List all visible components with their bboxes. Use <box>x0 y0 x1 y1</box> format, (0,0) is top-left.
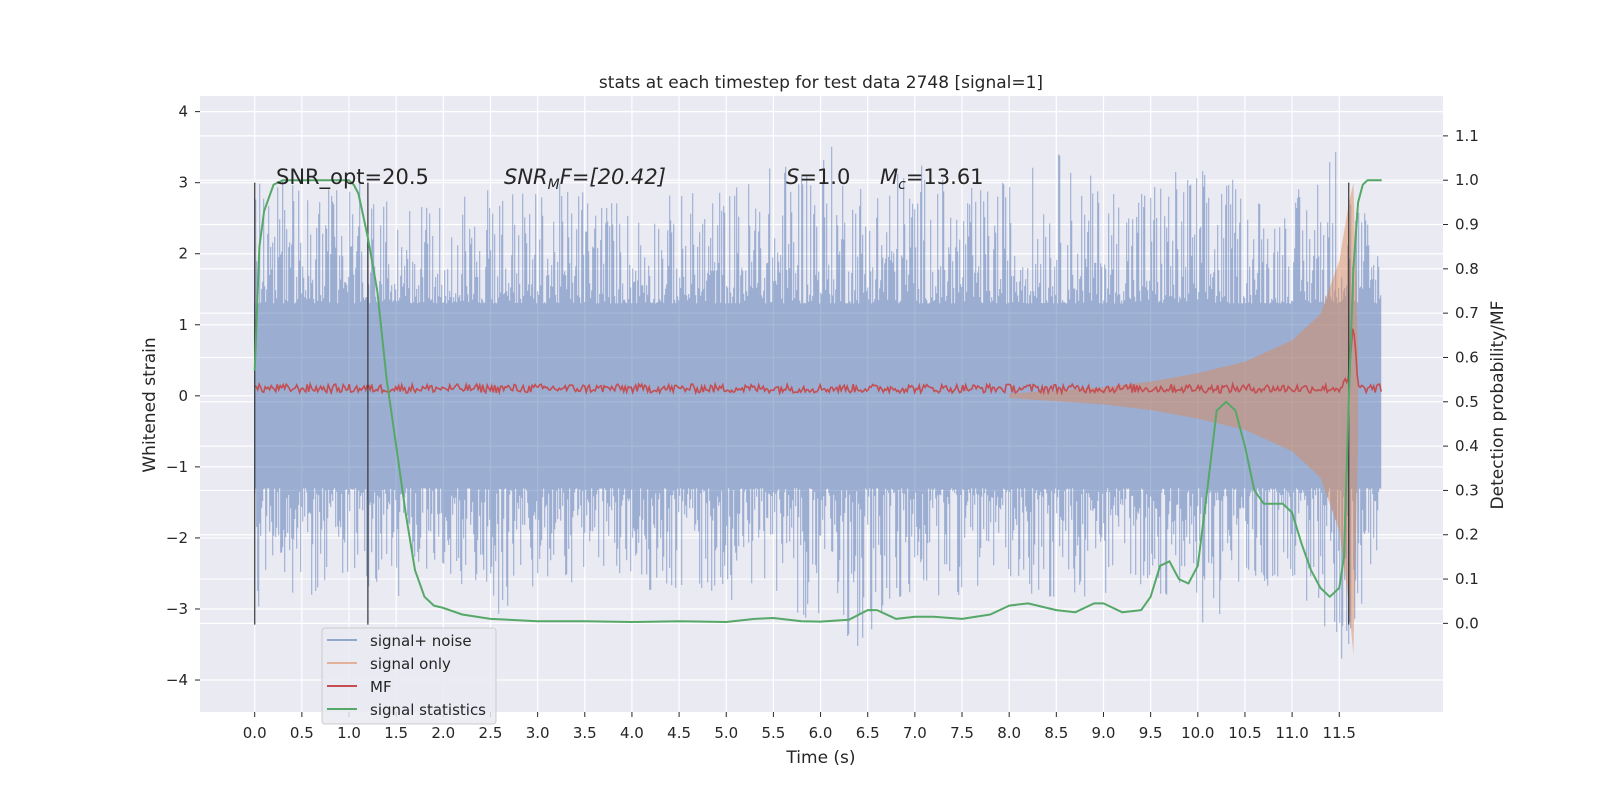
y-tick-label-left: 4 <box>178 103 188 121</box>
annotation-mc-rest: =13.61 <box>906 165 984 189</box>
x-tick-label: 5.5 <box>761 724 785 742</box>
legend-label-signal-statistics: signal statistics <box>370 701 486 719</box>
y-tick-label-right: 0.0 <box>1455 614 1479 632</box>
y-axis-label-right: Detection probability/MF <box>1488 301 1508 510</box>
annotation-s-rest: =1.0 <box>799 165 850 189</box>
x-tick-label: 11.5 <box>1323 724 1356 742</box>
y-tick-label-left: −4 <box>166 671 188 689</box>
annotation-mc-main: M <box>880 165 898 189</box>
annotation-s-main: S <box>786 165 799 189</box>
y-tick-label-right: 0.5 <box>1455 393 1479 411</box>
y-tick-label-left: 1 <box>178 316 188 334</box>
annotation-s: S=1.0 <box>786 165 850 189</box>
annotation-mc-sub: c <box>898 177 906 193</box>
axes: 0.0 0.5 1.0 1.5 2.0 2.5 3.0 3.5 4.0 4.5 5.0 5.5 6.0 6… <box>166 103 1479 742</box>
x-tick-label: 10.0 <box>1181 724 1214 742</box>
signal-only-envelope <box>1009 182 1359 656</box>
y-tick-label-left: 2 <box>178 245 188 263</box>
x-tick-label: 4.0 <box>620 724 644 742</box>
legend: signal+ noise signal only MF signal stat… <box>321 627 497 725</box>
x-tick-label: 9.5 <box>1139 724 1163 742</box>
x-tick-label: 3.5 <box>573 724 597 742</box>
x-tick-label: 10.5 <box>1228 724 1261 742</box>
annotation-snr-opt: SNR_opt=20.5 <box>276 165 429 190</box>
annotation-snr-mf-rest: F=[20.42] <box>560 165 666 189</box>
annotation-snr-mf-main: SNR <box>504 165 548 189</box>
x-tick-label: 4.5 <box>667 724 691 742</box>
y-tick-label-left: 0 <box>178 387 188 405</box>
x-tick-label: 1.0 <box>337 724 361 742</box>
y-tick-label-left: 3 <box>178 174 188 192</box>
y-axis-label-left: Whitened strain <box>140 337 160 472</box>
x-tick-label: 3.0 <box>526 724 550 742</box>
x-tick-label: 2.0 <box>431 724 455 742</box>
y-tick-label-right: 0.6 <box>1455 348 1479 366</box>
y-tick-label-left: −1 <box>166 458 188 476</box>
signal-statistics-line <box>253 179 1382 623</box>
x-tick-label: 11.0 <box>1275 724 1308 742</box>
mf-line <box>254 328 1382 397</box>
y-tick-label-right: 0.3 <box>1455 481 1479 499</box>
legend-box <box>321 627 497 725</box>
signal-only-series <box>1009 182 1359 656</box>
mf-series <box>254 328 1382 397</box>
x-tick-label: 7.0 <box>903 724 927 742</box>
y-tick-label-right: 0.7 <box>1455 304 1479 322</box>
y-tick-label-right: 0.1 <box>1455 570 1479 588</box>
y-tick-label-right: 1.1 <box>1455 127 1479 145</box>
x-tick-label: 2.5 <box>479 724 503 742</box>
signal-statistics-series <box>253 179 1382 623</box>
x-tick-label: 8.0 <box>997 724 1021 742</box>
y-tick-label-right: 0.8 <box>1455 260 1479 278</box>
x-tick-label: 6.0 <box>809 724 833 742</box>
x-tick-label: 1.5 <box>384 724 408 742</box>
chart-title: stats at each timestep for test data 274… <box>599 73 1043 93</box>
x-tick-label: 5.0 <box>714 724 738 742</box>
x-tick-label: 6.5 <box>856 724 880 742</box>
legend-label-signal-noise: signal+ noise <box>370 632 472 650</box>
annotation-mc: Mc=13.61 <box>880 165 984 193</box>
y-tick-label-left: −3 <box>166 600 188 618</box>
x-tick-label: 0.0 <box>243 724 267 742</box>
legend-label-mf: MF <box>370 678 392 696</box>
x-tick-label: 8.5 <box>1044 724 1068 742</box>
x-tick-label: 7.5 <box>950 724 974 742</box>
x-axis-label: Time (s) <box>785 748 855 768</box>
y-tick-label-left: −2 <box>166 529 188 547</box>
y-tick-label-right: 0.4 <box>1455 437 1479 455</box>
x-tick-label: 9.0 <box>1092 724 1116 742</box>
y-tick-label-right: 1.0 <box>1455 171 1479 189</box>
legend-label-signal-only: signal only <box>370 655 451 673</box>
x-tick-label: 0.5 <box>290 724 314 742</box>
y-tick-label-right: 0.2 <box>1455 526 1479 544</box>
y-tick-label-right: 0.9 <box>1455 216 1479 234</box>
annotation-snr-mf-sub: M <box>548 177 560 193</box>
annotation-snr-mf: SNRMF=[20.42] <box>504 165 666 193</box>
